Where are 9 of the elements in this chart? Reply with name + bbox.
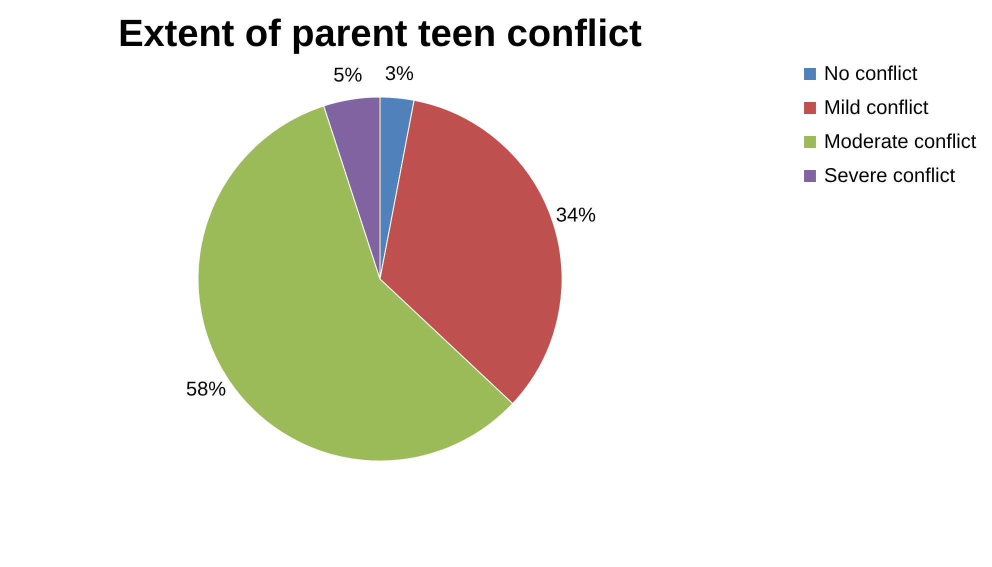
legend-label: No conflict: [824, 63, 918, 85]
data-label: 34%: [556, 204, 596, 226]
data-label: 3%: [384, 62, 414, 85]
legend-label: Severe conflict: [824, 165, 956, 187]
legend-label: Mild conflict: [824, 97, 929, 119]
data-label: 58%: [186, 378, 226, 400]
chart-title: Extent of parent teen conflict: [118, 12, 642, 55]
legend-label: Moderate conflict: [824, 131, 977, 153]
data-label: 5%: [333, 64, 362, 87]
